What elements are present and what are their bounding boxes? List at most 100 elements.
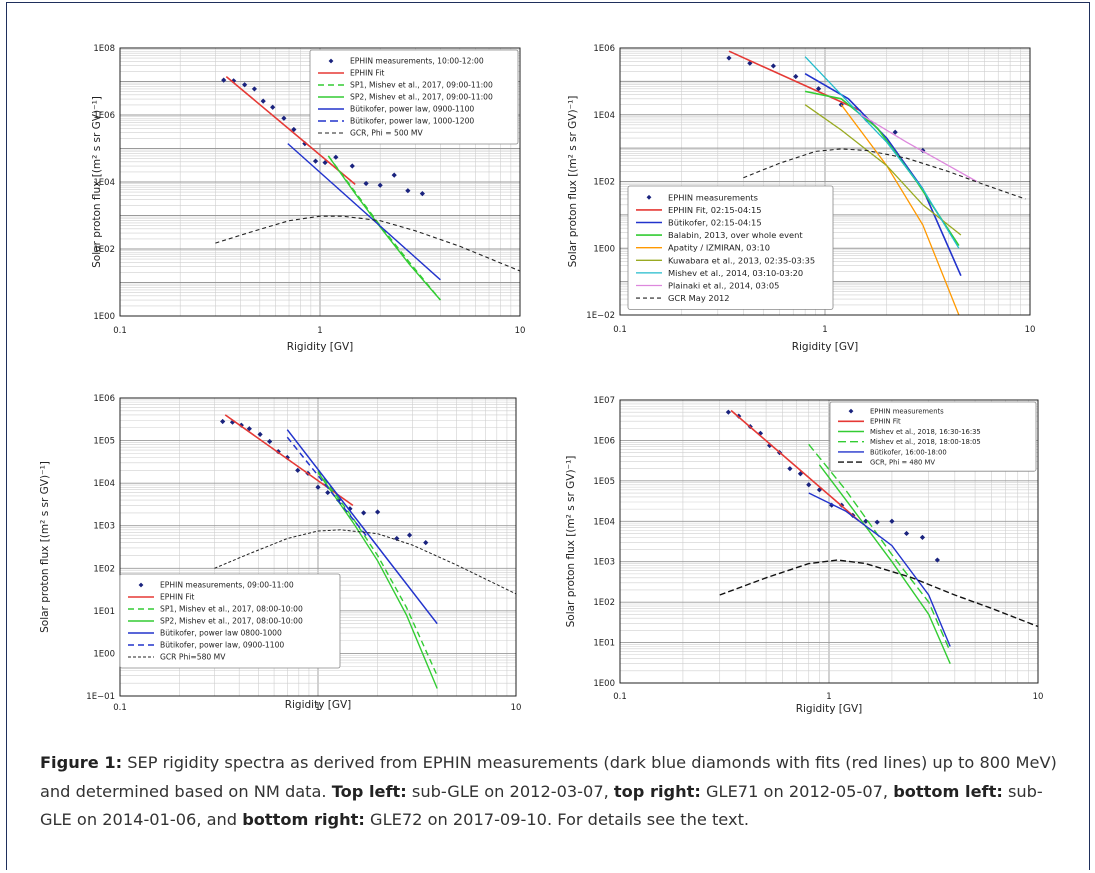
legend-label: Bütikofer, power law 0800-1000	[160, 629, 282, 638]
y-tick-label: 1E00	[93, 312, 115, 322]
legend-marker	[328, 58, 334, 64]
legend-label: Bütikofer, power law, 1000-1200	[350, 117, 474, 126]
data-point	[816, 487, 823, 493]
data-point	[221, 77, 227, 83]
data-point	[815, 86, 822, 92]
y-tick-label: 1E04	[93, 479, 115, 489]
series-line-2	[804, 73, 962, 277]
series-line-4	[808, 492, 951, 647]
y-tick-label: 1E00	[593, 679, 615, 689]
plot-frame	[119, 397, 517, 697]
y-tick-label: 1E06	[93, 111, 115, 121]
series-line-5	[804, 104, 962, 236]
x-tick-label: 0.1	[613, 325, 627, 335]
y-tick-label: 1E03	[93, 522, 115, 532]
legend-label: GCR, Phi = 480 MV	[870, 459, 935, 467]
y-tick-label: 1E02	[593, 598, 615, 608]
y-tick-label: 1E05	[93, 437, 115, 447]
x-tick-label: 1	[826, 692, 831, 702]
series-line-6	[215, 215, 520, 272]
data-point	[889, 518, 895, 524]
data-point	[793, 73, 799, 80]
series-line-7	[860, 114, 978, 183]
chart-top-left: 0.1 1 10 1E00 1E02 1E04 1E06 1E08 Rigidity [GV] S…	[91, 44, 525, 353]
caption-text-run: sub-GLE on 2014-01-06, and	[40, 781, 1043, 830]
legend-label: EPHIN Fit	[870, 418, 901, 426]
data-point	[333, 154, 339, 160]
legend-label: EPHIN Fit	[350, 69, 384, 78]
data-point	[220, 418, 226, 425]
y-axis-label: Solar proton flux [(m² s sr GV)⁻¹]	[39, 461, 51, 633]
y-tick-label: 1E00	[93, 649, 115, 659]
series-line-5	[286, 436, 370, 539]
y-tick-label: 1E06	[93, 394, 115, 404]
legend-label: SP2, Mishev et al., 2017, 08:00-10:00	[160, 617, 303, 626]
grid	[619, 400, 1038, 684]
series-line-1	[224, 414, 354, 507]
caption-bold-run: Top left:	[331, 781, 407, 801]
legend-label: Bütikofer, 02:15-04:15	[668, 217, 762, 227]
data-point	[363, 180, 369, 187]
y-tick-label: 1E−02	[586, 311, 615, 321]
series-layer	[214, 414, 516, 689]
y-tick-label: 1E04	[93, 178, 115, 188]
series-line-3	[317, 471, 438, 689]
legend-label: Balabin, 2013, over whole event	[668, 230, 803, 240]
legend-label: SP2, Mishev et al., 2017, 09:00-11:00	[350, 93, 493, 102]
legend-label: GCR, Phi = 500 MV	[350, 129, 423, 138]
legend-label: Bütikofer, power law, 0900-1100	[350, 105, 474, 114]
data-point	[892, 129, 898, 135]
y-tick-label: 1E06	[593, 436, 615, 446]
x-tick-label: 1	[822, 325, 827, 335]
y-tick-label: 1E01	[593, 639, 615, 649]
caption-text-run: SEP rigidity spectra as derived from EPH…	[40, 753, 1057, 801]
y-tick-label: 1E02	[93, 245, 115, 255]
x-tick-label: 10	[1025, 325, 1036, 335]
y-axis-label: Solar proton flux [(m² s sr GV)⁻¹]	[567, 96, 579, 268]
x-tick-label: 10	[1033, 692, 1044, 702]
data-point	[405, 188, 411, 194]
series-line-3	[327, 155, 441, 301]
y-tick-label: 1E−01	[86, 692, 115, 702]
legend: EPHIN measurements EPHIN Fit, 02:15-04:15…	[627, 185, 834, 310]
caption-text-run: GLE71 on 2012-05-07,	[700, 781, 894, 801]
legend-marker	[646, 194, 652, 200]
series-line-2	[818, 464, 951, 664]
legend: EPHIN measurements, 10:00-12:00 EPHIN Fit…	[309, 49, 519, 145]
data-point	[270, 104, 276, 110]
legend-label: EPHIN Fit	[160, 593, 194, 602]
x-tick-label: 0.1	[113, 703, 127, 713]
data-point	[242, 82, 248, 88]
y-tick-label: 1E00	[593, 244, 615, 254]
caption-bold-run: bottom right:	[242, 810, 365, 829]
data-point	[295, 467, 301, 473]
legend-label: Mishev et al., 2018, 18:00-18:05	[870, 438, 981, 446]
figure-frame	[6, 2, 1090, 870]
x-axis-label: Rigidity [GV]	[796, 703, 863, 715]
legend: EPHIN measurements EPHIN Fit Mishev et al.…	[829, 401, 1037, 472]
legend-label: EPHIN measurements	[870, 408, 944, 416]
legend-label: Bütikofer, power law, 0900-1100	[160, 641, 284, 650]
caption-bold-run: top right:	[613, 781, 701, 801]
legend-label: GCR May 2012	[668, 293, 730, 303]
x-tick-label: 0.1	[113, 326, 127, 336]
legend-label: Mishev et al., 2018, 16:30-16:35	[870, 428, 981, 436]
legend-label: EPHIN measurements	[668, 192, 758, 202]
x-axis-label: Rigidity [GV]	[792, 341, 859, 353]
y-tick-label: 1E01	[93, 607, 115, 617]
plot-frame	[619, 399, 1039, 684]
x-tick-label: 1	[315, 703, 320, 713]
series-line-3	[808, 443, 951, 652]
y-tick-label: 1E04	[593, 517, 615, 527]
series-line-4	[286, 429, 438, 625]
y-tick-label: 1E06	[593, 44, 615, 54]
data-point	[312, 158, 319, 164]
series-line-5	[719, 559, 1038, 628]
x-tick-label: 1	[317, 326, 322, 336]
data-point	[919, 534, 926, 540]
data-point	[391, 172, 397, 178]
y-tick-label: 1E08	[93, 44, 115, 54]
data-point	[302, 141, 308, 147]
data-point	[903, 530, 910, 537]
legend-label: EPHIN Fit, 02:15-04:15	[668, 205, 762, 215]
